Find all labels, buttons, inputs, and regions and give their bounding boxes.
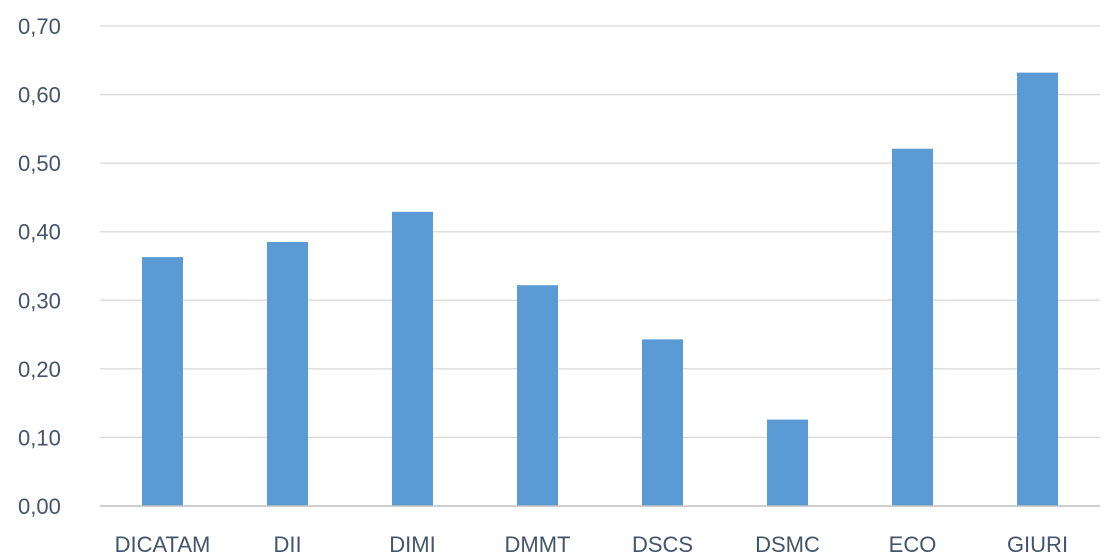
x-tick-label: GIURI: [1007, 532, 1068, 557]
y-tick-label: 0,00: [18, 494, 61, 519]
y-tick-label: 0,50: [18, 151, 61, 176]
x-tick-label: DII: [273, 532, 301, 557]
bar-dimi: [392, 211, 433, 507]
x-tick-label: DIMI: [389, 532, 435, 557]
bars: [142, 72, 1058, 507]
x-tick-label: DSCS: [632, 532, 693, 557]
gridlines: [100, 25, 1100, 439]
bar-eco: [892, 148, 933, 506]
y-tick-label: 0,40: [18, 220, 61, 245]
bar-dscs: [642, 339, 683, 506]
y-tick-label: 0,20: [18, 357, 61, 382]
x-tick-label: DICATAM: [115, 532, 211, 557]
x-tick-labels: DICATAM DII DIMI DMMT DSCS DSMC ECO GIURI: [115, 532, 1068, 557]
bar-dii: [267, 242, 308, 506]
y-tick-label: 0,60: [18, 83, 61, 108]
y-tick-labels: 0,00 0,10 0,20 0,30 0,40 0,50 0,60 0,70: [18, 14, 61, 519]
x-tick-label: DSMC: [755, 532, 820, 557]
x-tick-label: ECO: [889, 532, 937, 557]
y-tick-label: 0,30: [18, 288, 61, 313]
bar-dsmc: [767, 419, 808, 506]
bar-dmmt: [517, 285, 558, 506]
y-tick-label: 0,70: [18, 14, 61, 39]
bar-dicatam: [142, 257, 183, 506]
bar-giuri: [1017, 72, 1058, 506]
y-tick-label: 0,10: [18, 425, 61, 450]
x-tick-label: DMMT: [505, 532, 571, 557]
